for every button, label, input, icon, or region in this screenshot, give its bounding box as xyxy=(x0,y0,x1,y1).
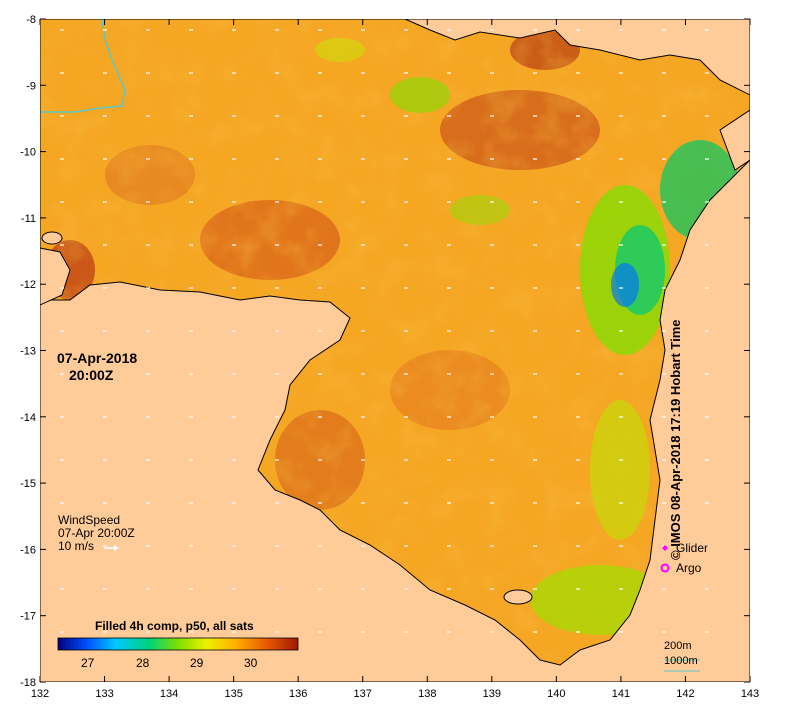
y-tick-label: -10 xyxy=(20,147,36,159)
y-tick-label: -13 xyxy=(20,346,36,358)
date-day: 07-Apr-2018 xyxy=(57,350,138,366)
x-tick-label: 140 xyxy=(547,688,565,700)
argo-legend-label: Argo xyxy=(676,561,702,575)
colorbar xyxy=(57,637,299,651)
y-tick-label: -11 xyxy=(21,213,36,225)
colorbar-title: Filled 4h comp, p50, all sats xyxy=(95,619,254,633)
x-tick-label: 132 xyxy=(31,688,49,700)
land-arnhem-land xyxy=(40,159,750,682)
date-stamp: 07-Apr-2018 20:00Z xyxy=(57,350,137,384)
colorbar-tick-label: 29 xyxy=(190,656,204,670)
x-axis-ticks: 132 133 134 135 136 137 138 139 140 141 142 143 xyxy=(31,19,759,700)
land-cape-york-east xyxy=(719,109,750,171)
depth-legend-200m: 200m xyxy=(664,640,692,652)
y-tick-label: -12 xyxy=(20,279,36,291)
depth-contour-200m xyxy=(40,19,126,113)
x-tick-label: 141 xyxy=(612,688,630,700)
y-tick-label: -18 xyxy=(20,677,36,689)
wind-legend-title: WindSpeed xyxy=(58,513,121,527)
wind-vector-field xyxy=(60,29,709,633)
y-axis-ticks: -8 -9 -10 -11 -12 -13 -14 -15 -16 -17 -18 xyxy=(20,14,750,689)
y-tick-label: -14 xyxy=(20,412,36,424)
glider-marker xyxy=(662,545,668,551)
x-tick-label: 135 xyxy=(224,688,242,700)
colorbar-tick-label: 27 xyxy=(81,656,95,670)
colorbar-tick-label: 28 xyxy=(136,656,150,670)
cool-water-patches xyxy=(315,38,740,635)
x-tick-label: 137 xyxy=(354,688,372,700)
x-tick-label: 143 xyxy=(741,688,759,700)
y-tick-label: -17 xyxy=(20,611,36,623)
island-west-small xyxy=(41,231,63,245)
y-tick-label: -15 xyxy=(20,478,36,490)
colorbar-tick-label: 30 xyxy=(244,656,258,670)
land-new-guinea xyxy=(404,19,750,96)
wind-scale-arrowhead xyxy=(114,545,119,551)
island-mornington xyxy=(503,589,533,605)
x-tick-label: 136 xyxy=(289,688,307,700)
wind-legend: WindSpeed 07-Apr 20:00Z 10 m/s xyxy=(58,514,135,553)
x-tick-label: 142 xyxy=(676,688,694,700)
x-tick-label: 133 xyxy=(95,688,113,700)
y-tick-label: -16 xyxy=(20,544,36,556)
depth-legend-1000m: 1000m xyxy=(664,655,698,667)
imos-credit: © IMOS 08-Apr-2018 17:19 Hobart Time xyxy=(668,319,683,560)
wind-legend-scale: 10 m/s xyxy=(58,539,95,553)
land-masses xyxy=(40,19,750,682)
y-tick-label: -9 xyxy=(26,80,36,92)
glider-legend-label: Glider xyxy=(676,541,709,555)
x-tick-label: 139 xyxy=(483,688,501,700)
wind-legend-time: 07-Apr 20:00Z xyxy=(58,526,135,540)
y-tick-label: -8 xyxy=(26,14,36,26)
land-west-island xyxy=(40,247,71,306)
date-time: 20:00Z xyxy=(69,367,114,383)
x-tick-label: 134 xyxy=(160,688,178,700)
x-tick-label: 138 xyxy=(418,688,436,700)
argo-marker xyxy=(660,563,670,573)
